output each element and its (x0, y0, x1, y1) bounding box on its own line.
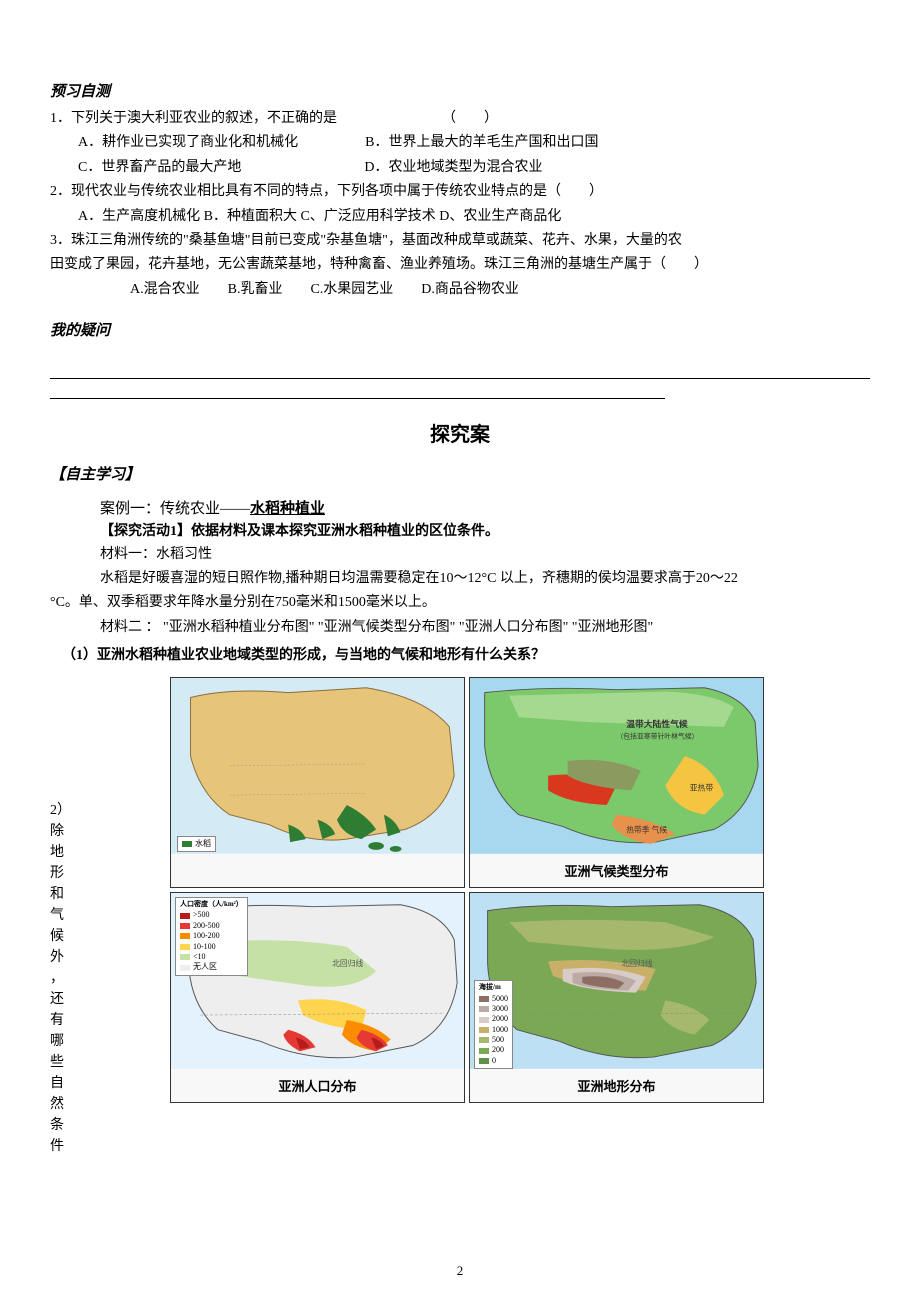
q1-optC: C．世界畜产品的最大产地 (78, 160, 241, 175)
side-q2-column: 2） 除 地 形 和 气 候 外 ， 还 有 哪 些 自 然 条 件 (50, 800, 70, 1157)
pop-tropic-line: 北回归线 (332, 959, 363, 969)
leg-t3 (479, 1017, 489, 1023)
leg-p5 (180, 954, 190, 960)
map-terrain-legend: 海拔/m 5000 3000 2000 1000 500 200 0 (474, 980, 513, 1069)
explore-q1: （1）亚洲水稻种植业农业地域类型的形成，与当地的气候和地形有什么关系？ (50, 645, 870, 667)
q1-options-cd: C．世界畜产品的最大产地 D．农业地域类型为混合农业 (50, 157, 870, 179)
map-terrain-svg: 北回归线 (470, 893, 763, 1069)
q3-line1: 3．珠江三角洲传统的"桑基鱼塘"目前已变成"杂基鱼塘"，基面改种成草或蔬菜、花卉… (50, 230, 870, 252)
leg-p4 (180, 944, 190, 950)
q1-stem: 1．下列关于澳大利亚农业的叙述，不正确的是 （ ） (50, 108, 870, 130)
side-char-1: 除 (50, 821, 70, 842)
leg-t1 (479, 996, 489, 1002)
blank-line-2 (50, 381, 665, 399)
q2-stem: 2．现代农业与传统农业相比具有不同的特点，下列各项中属于传统农业特点的是（ ） (50, 181, 870, 203)
leg-t1-l: 5000 (492, 994, 508, 1004)
map-population: 北回归线 人口密度（人/km²） >500 200-500 100-200 10… (170, 892, 465, 1103)
page-number: 2 (0, 1261, 920, 1282)
legend-swatch-rice (182, 841, 192, 847)
leg-p3-l: 100-200 (193, 931, 220, 941)
leg-t7 (479, 1058, 489, 1064)
leg-t4 (479, 1027, 489, 1033)
q1-optB: B．世界上最大的羊毛生产国和出口国 (365, 135, 598, 150)
terrain-legend-title: 海拔/m (479, 983, 508, 992)
map-climate-caption: 亚洲气候类型分布 (470, 858, 763, 887)
map-grid: 水稻 温带大陆性气候 （包括亚寒带针叶林气候） 热带季 气候 亚热带 亚洲气候类… (170, 677, 770, 1103)
side-char-3: 形 (50, 863, 70, 884)
side-char-10: 有 (50, 1010, 70, 1031)
map-rice-legend: 水稻 (177, 836, 216, 852)
q3-line2: 田变成了果园，花卉基地，无公害蔬菜基地，特种禽畜、渔业养殖场。珠江三角洲的基塘生… (50, 254, 870, 276)
side-char-5: 气 (50, 905, 70, 926)
mat1-line1: 水稻是好暖喜湿的短日照作物,播种期日均温需要稳定在10～12°C 以上，齐穗期的… (100, 568, 870, 590)
leg-p5-l: <10 (193, 952, 206, 962)
doubts-title: 我的疑问 (50, 319, 870, 343)
map-rice: 水稻 (170, 677, 465, 888)
side-char-4: 和 (50, 884, 70, 905)
activity1-label: 【探究活动1】 (100, 524, 191, 539)
pop-legend-title: 人口密度（人/km²） (180, 900, 243, 909)
q3-options: A.混合农业 B.乳畜业 C.水果园艺业 D.商品谷物农业 (50, 279, 870, 301)
leg-t5 (479, 1037, 489, 1043)
q1-optD: D．农业地域类型为混合农业 (364, 160, 542, 175)
leg-t3-l: 2000 (492, 1014, 508, 1024)
side-char-6: 候 (50, 926, 70, 947)
side-char-11: 哪 (50, 1031, 70, 1052)
side-char-9: 还 (50, 989, 70, 1010)
leg-t6 (479, 1048, 489, 1054)
leg-t2-l: 3000 (492, 1004, 508, 1014)
side-char-7: 外 (50, 947, 70, 968)
side-char-16: 件 (50, 1136, 70, 1157)
activity1-text: 依据材料及课本探究亚洲水稻种植业的区位条件。 (191, 524, 499, 539)
case1-bold: 水稻种植业 (250, 501, 325, 517)
map-rice-svg (171, 678, 464, 854)
leg-p1 (180, 913, 190, 919)
side-char-0: 2） (50, 800, 70, 821)
map-climate-svg: 温带大陆性气候 （包括亚寒带针叶林气候） 热带季 气候 亚热带 (470, 678, 763, 854)
leg-p6-l: 无人区 (193, 962, 217, 972)
case1-title: 案例一：传统农业——水稻种植业 (100, 497, 870, 521)
map-terrain-caption: 亚洲地形分布 (470, 1073, 763, 1102)
leg-t5-l: 500 (492, 1035, 504, 1045)
leg-p6 (180, 965, 190, 971)
self-study-title: 【自主学习】 (50, 463, 870, 487)
leg-t2 (479, 1006, 489, 1012)
activity1-line: 【探究活动1】依据材料及课本探究亚洲水稻种植业的区位条件。 (100, 521, 870, 543)
climate-label-subtropical: 亚热带 (690, 783, 714, 793)
leg-p1-l: >500 (193, 910, 210, 920)
leg-p4-l: 10-100 (193, 942, 216, 952)
side-char-2: 地 (50, 842, 70, 863)
side-char-12: 些 (50, 1052, 70, 1073)
climate-label-continental: 温带大陆性气候 (626, 718, 688, 729)
explore-title: 探究案 (50, 419, 870, 451)
side-char-14: 然 (50, 1094, 70, 1115)
leg-p2 (180, 923, 190, 929)
leg-t7-l: 0 (492, 1056, 496, 1066)
mat1-title: 材料一：水稻习性 (100, 544, 870, 566)
climate-label-tropical: 热带季 气候 (626, 825, 667, 835)
terrain-tropic-line: 北回归线 (621, 959, 652, 969)
map-climate: 温带大陆性气候 （包括亚寒带针叶林气候） 热带季 气候 亚热带 亚洲气候类型分布 (469, 677, 764, 888)
side-char-13: 自 (50, 1073, 70, 1094)
mat1-line2: °C。单、双季稻要求年降水量分别在750毫米和1500毫米以上。 (50, 592, 870, 614)
side-char-15: 条 (50, 1115, 70, 1136)
climate-label-sub: （包括亚寒带针叶林气候） (616, 732, 698, 741)
q1-options-ab: A．耕作业已实现了商业化和机械化 B．世界上最大的羊毛生产国和出口国 (50, 132, 870, 154)
map-pop-caption: 亚洲人口分布 (171, 1073, 464, 1102)
map-terrain: 北回归线 海拔/m 5000 3000 2000 1000 500 200 0 … (469, 892, 764, 1103)
legend-rice-label: 水稻 (195, 839, 211, 849)
blank-line-1 (50, 361, 870, 379)
q1-optA: A．耕作业已实现了商业化和机械化 (78, 135, 298, 150)
leg-t6-l: 200 (492, 1045, 504, 1055)
preview-title: 预习自测 (50, 80, 870, 104)
leg-p2-l: 200-500 (193, 921, 220, 931)
map-pop-legend: 人口密度（人/km²） >500 200-500 100-200 10-100 … (175, 897, 248, 975)
side-char-8: ， (50, 968, 70, 989)
q2-options: A．生产高度机械化 B．种植面积大 C、广泛应用科学技术 D、农业生产商品化 (50, 206, 870, 228)
leg-p3 (180, 933, 190, 939)
mat2: 材料二 ： "亚洲水稻种植业分布图" "亚洲气候类型分布图" "亚洲人口分布图"… (100, 617, 870, 639)
leg-t4-l: 1000 (492, 1025, 508, 1035)
case1-prefix: 案例一：传统农业—— (100, 501, 250, 517)
